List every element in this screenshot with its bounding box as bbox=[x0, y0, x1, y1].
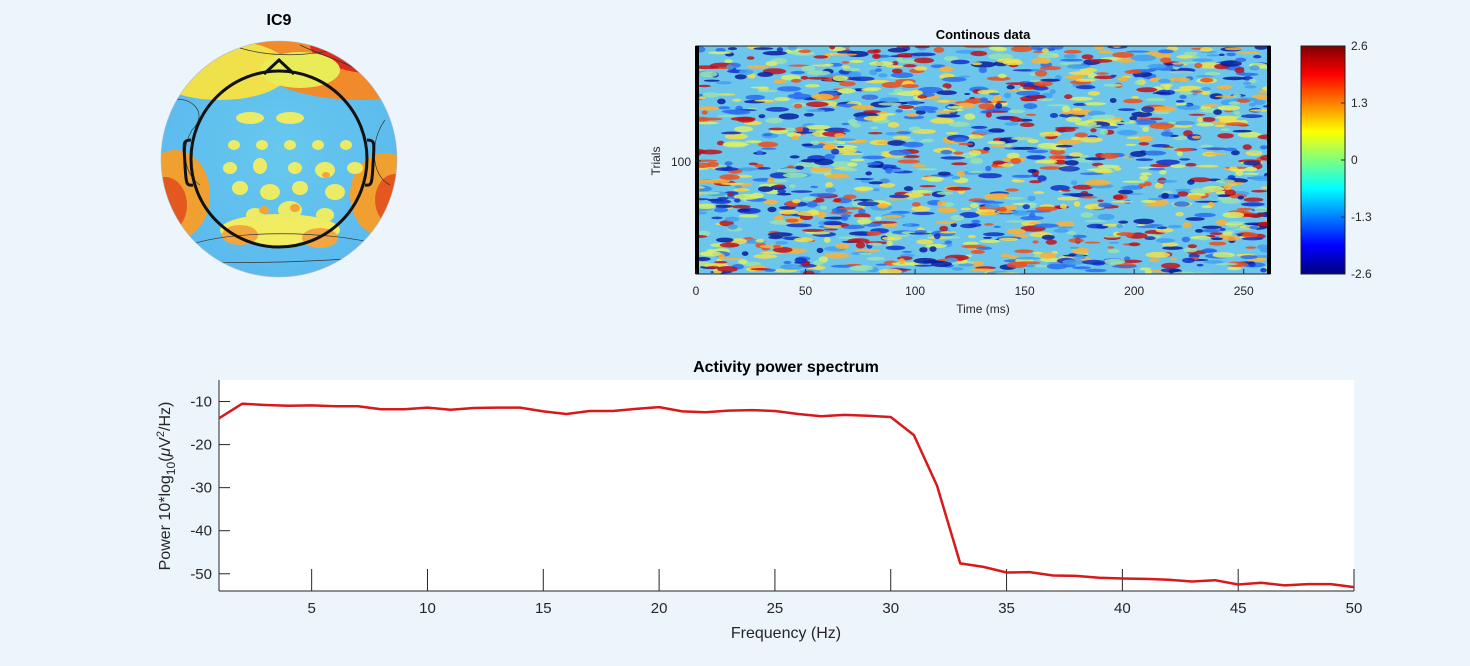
spectrum-x-tick-label: 15 bbox=[535, 600, 552, 617]
erpimage-x-tick-label: 200 bbox=[1124, 284, 1144, 298]
colorbar-tick-label: 1.3 bbox=[1351, 96, 1368, 110]
spectrum-y-label-prefix: Power 10*log bbox=[157, 475, 174, 570]
topoplot: IC9 bbox=[160, 12, 398, 278]
spectrum-y-tick-label: -10 bbox=[190, 394, 212, 411]
erpimage-y-label: Trials bbox=[649, 147, 663, 176]
spectrum-title: Activity power spectrum bbox=[693, 359, 879, 376]
colorbar-tick-label: 0 bbox=[1351, 153, 1358, 167]
erpimage-x-label: Time (ms) bbox=[956, 302, 1010, 316]
erpimage-x-tick-label: 0 bbox=[693, 284, 700, 298]
colorbar-tick-label: -1.3 bbox=[1351, 210, 1372, 224]
spectrum-x-tick-label: 25 bbox=[767, 600, 784, 617]
colorbar-tick-label: -2.6 bbox=[1351, 267, 1372, 281]
erpimage-plot bbox=[696, 46, 1270, 274]
topoplot-title: IC9 bbox=[267, 12, 292, 29]
spectrum-y-label-mid2: V bbox=[157, 437, 174, 448]
spectrum-y-tick-label: -30 bbox=[190, 480, 212, 497]
colorbar-tick-label: 2.6 bbox=[1351, 39, 1368, 53]
spectrum-plot-area bbox=[219, 380, 1354, 591]
spectrum-y-label-sup: 2 bbox=[155, 431, 167, 437]
spectrum-x-tick-label: 35 bbox=[998, 600, 1015, 617]
spectrum-y-label-suffix: /Hz) bbox=[157, 402, 174, 431]
erpimage-x-tick-label: 50 bbox=[799, 284, 813, 298]
spectrum-y-tick-label: -40 bbox=[190, 523, 212, 540]
head-outline bbox=[182, 57, 376, 249]
spectrum-x-label: Frequency (Hz) bbox=[731, 625, 841, 642]
spectrum-x-axis: 5 10 15 20 25 30 35 40 45 50 bbox=[219, 569, 1362, 617]
spectrum-y-tick-label: -20 bbox=[190, 437, 212, 454]
spectrum-x-tick-label: 45 bbox=[1230, 600, 1247, 617]
spectrum-x-tick-label: 30 bbox=[882, 600, 899, 617]
spectrum-x-tick-label: 40 bbox=[1114, 600, 1131, 617]
spectrum-x-tick-label: 50 bbox=[1346, 600, 1363, 617]
spectrum-y-label-sub: 10 bbox=[164, 462, 178, 476]
erpimage-title: Continous data bbox=[936, 27, 1031, 42]
colorbar: 2.6 1.3 0 -1.3 -2.6 bbox=[1300, 39, 1372, 281]
spectrum-y-label-mu: μ bbox=[157, 448, 174, 458]
spectrum-y-axis: -10 -20 -30 -40 -50 bbox=[190, 380, 230, 591]
spectrum-y-label: Power 10*log10(μV2/Hz) bbox=[155, 402, 178, 571]
erpimage-x-tick-label: 100 bbox=[905, 284, 925, 298]
spectrum-x-tick-label: 20 bbox=[651, 600, 668, 617]
spectrum-x-tick-label: 5 bbox=[307, 600, 315, 617]
erpimage-y-axis: 100 bbox=[671, 155, 701, 169]
erpimage-y-tick-label: 100 bbox=[671, 155, 691, 169]
erpimage-x-tick-label: 150 bbox=[1015, 284, 1035, 298]
spectrum-series-line bbox=[218, 402, 1355, 589]
erpimage-x-tick-label: 250 bbox=[1234, 284, 1254, 298]
spectrum-y-tick-label: -50 bbox=[190, 566, 212, 583]
spectrum-x-tick-label: 10 bbox=[419, 600, 436, 617]
erpimage-chart: Continous data 0 50 100 150 200 250 100 Time … bbox=[649, 27, 1372, 316]
spectrum-y-label-mid: ( bbox=[157, 456, 174, 462]
erpimage-x-axis: 0 50 100 150 200 250 bbox=[693, 269, 1254, 298]
